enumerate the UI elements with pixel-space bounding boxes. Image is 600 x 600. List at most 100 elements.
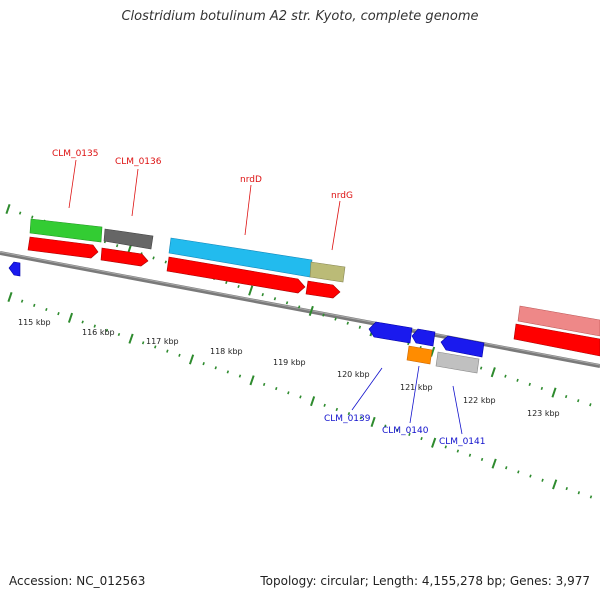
feature-clm0140[interactable] bbox=[406, 345, 433, 365]
genome-backbone bbox=[0, 251, 600, 368]
minor-tick bbox=[444, 445, 447, 449]
minor-tick bbox=[166, 349, 169, 353]
leader-line-clm0139 bbox=[351, 367, 383, 411]
scale-label: 115 kbp bbox=[18, 318, 51, 327]
major-tick bbox=[490, 367, 496, 378]
genome-summary-text: Topology: circular; Length: 4,155,278 bp… bbox=[260, 574, 590, 588]
reverse-features bbox=[8, 261, 485, 374]
minor-tick bbox=[408, 432, 411, 437]
minor-tick bbox=[105, 328, 109, 332]
cds-arrow-clm0141[interactable] bbox=[440, 335, 485, 358]
minor-tick bbox=[115, 244, 119, 248]
major-tick bbox=[67, 312, 74, 323]
minor-tick bbox=[322, 313, 325, 317]
cds-arrow-clm0135[interactable] bbox=[27, 236, 99, 259]
cds-arrow-nrdd[interactable] bbox=[166, 256, 306, 294]
lower-tick-track bbox=[7, 291, 593, 499]
minor-tick bbox=[141, 341, 145, 345]
major-tick bbox=[552, 479, 558, 490]
leader-line-clm0136 bbox=[131, 168, 139, 217]
gene-label-nrdd[interactable]: nrdD bbox=[240, 175, 262, 185]
major-tick bbox=[491, 458, 497, 469]
cds-arrow-nrdg[interactable] bbox=[305, 280, 341, 299]
minor-tick bbox=[359, 416, 363, 420]
minor-tick bbox=[238, 374, 242, 378]
minor-tick bbox=[164, 260, 167, 264]
minor-tick bbox=[117, 332, 121, 337]
forward-gene-labels: CLM_0135 CLM_0136 nrdD nrdG bbox=[52, 149, 353, 201]
minor-tick bbox=[565, 486, 568, 491]
minor-tick bbox=[178, 353, 181, 357]
scale-label: 117 kbp bbox=[146, 337, 179, 346]
minor-tick bbox=[384, 424, 387, 428]
major-tick bbox=[308, 305, 314, 317]
minor-tick bbox=[261, 293, 264, 297]
feature-clm0141[interactable] bbox=[435, 351, 480, 374]
major-tick bbox=[431, 437, 437, 448]
minor-tick bbox=[202, 362, 205, 366]
minor-tick bbox=[480, 457, 484, 461]
minor-tick bbox=[577, 399, 580, 403]
scale-label: 116 kbp bbox=[82, 328, 115, 337]
minor-tick bbox=[45, 307, 48, 312]
gene-label-nrdg[interactable]: nrdG bbox=[331, 191, 353, 201]
feature-left-edge-arrow[interactable] bbox=[8, 261, 21, 277]
minor-tick bbox=[275, 387, 278, 391]
minor-tick bbox=[93, 324, 96, 328]
gene-label-clm0139[interactable]: CLM_0139 bbox=[324, 414, 371, 424]
major-tick bbox=[249, 375, 255, 386]
minor-tick bbox=[468, 453, 472, 457]
minor-tick bbox=[420, 437, 423, 441]
feature-clm0135[interactable] bbox=[29, 218, 103, 243]
forward-leader-lines bbox=[68, 159, 341, 251]
minor-tick bbox=[541, 478, 544, 482]
major-tick bbox=[248, 285, 254, 296]
scale-label: 118 kbp bbox=[210, 347, 243, 356]
cds-arrow-clm0136[interactable] bbox=[100, 247, 149, 267]
major-tick bbox=[7, 291, 13, 303]
major-tick bbox=[5, 203, 11, 215]
minor-tick bbox=[589, 403, 592, 407]
leader-line-clm0135 bbox=[68, 159, 77, 209]
accession-text: Accession: NC_012563 bbox=[9, 574, 146, 588]
gene-label-clm0136[interactable]: CLM_0136 bbox=[115, 157, 162, 167]
minor-tick bbox=[358, 325, 362, 329]
minor-tick bbox=[273, 297, 277, 301]
cds-arrow-clm0139[interactable] bbox=[368, 321, 413, 344]
minor-tick bbox=[505, 466, 508, 470]
major-tick bbox=[128, 333, 134, 344]
minor-tick bbox=[57, 312, 60, 316]
minor-tick bbox=[346, 321, 349, 325]
minor-tick bbox=[516, 378, 519, 382]
gene-label-clm0141[interactable]: CLM_0141 bbox=[439, 437, 485, 447]
feature-nrdg[interactable] bbox=[309, 261, 346, 283]
minor-tick bbox=[81, 320, 84, 324]
minor-tick bbox=[396, 428, 399, 432]
minor-tick bbox=[297, 305, 301, 309]
cds-arrow-clm0140[interactable] bbox=[411, 328, 436, 347]
cds-arrow-right-edge[interactable] bbox=[513, 323, 600, 357]
reverse-gene-labels: CLM_0139 CLM_0140 CLM_0141 bbox=[324, 414, 485, 447]
major-tick bbox=[551, 387, 557, 398]
feature-clm0136[interactable] bbox=[103, 228, 154, 250]
leader-line-clm0141 bbox=[452, 385, 463, 435]
minor-tick bbox=[299, 395, 302, 399]
scale-label: 123 kbp bbox=[527, 409, 560, 418]
scale-labels: 115 kbp 116 kbp 117 kbp 118 kbp 119 kbp … bbox=[18, 318, 560, 418]
minor-tick bbox=[214, 366, 217, 370]
minor-tick bbox=[31, 215, 34, 219]
minor-tick bbox=[347, 412, 351, 416]
forward-features bbox=[27, 218, 600, 357]
major-tick bbox=[370, 416, 376, 428]
gene-label-clm0140[interactable]: CLM_0140 bbox=[382, 426, 429, 436]
gene-label-clm0135[interactable]: CLM_0135 bbox=[52, 149, 98, 159]
minor-tick bbox=[456, 449, 460, 453]
minor-tick bbox=[226, 370, 230, 374]
scale-label: 122 kbp bbox=[463, 396, 496, 405]
minor-tick bbox=[577, 491, 581, 495]
minor-tick bbox=[504, 374, 507, 378]
minor-tick bbox=[287, 391, 290, 395]
feature-right-edge[interactable] bbox=[517, 305, 600, 337]
